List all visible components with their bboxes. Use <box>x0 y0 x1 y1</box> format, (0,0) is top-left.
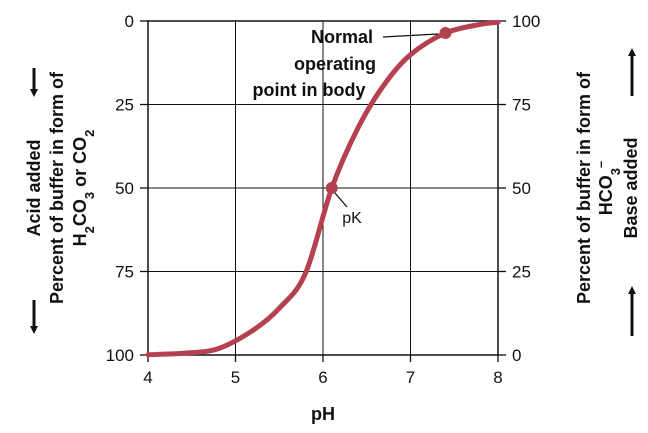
left-tick-label: 0 <box>125 12 134 31</box>
normal-label-line-3: point in body <box>253 80 366 100</box>
right-tick-label: 75 <box>512 96 531 115</box>
marker-layer <box>325 27 452 194</box>
left-tick-labels: 0 25 50 75 100 <box>106 12 148 365</box>
x-tick-label: 5 <box>231 368 240 387</box>
pk-annotation: pK <box>334 192 362 227</box>
x-axis-title: pH <box>311 404 335 424</box>
data-point-marker <box>439 27 452 40</box>
grid-lines <box>148 21 498 355</box>
right-tick-labels: 100 75 50 25 0 <box>498 12 540 365</box>
pk-leader-line <box>334 192 348 208</box>
x-tick-label: 8 <box>493 368 502 387</box>
right-direction-label: Base added <box>621 137 641 238</box>
right-axis-label-line-1: Percent of buffer in form of <box>574 71 594 304</box>
data-point-marker <box>325 182 338 194</box>
right-axis-label: Percent of buffer in form of <box>574 71 594 304</box>
left-axis-label-line-1: Percent of buffer in form of <box>47 71 67 304</box>
normal-label-line-1: Normal <box>311 27 373 47</box>
x-tick-label: 6 <box>318 368 327 387</box>
left-axis-label-line-2-group: H2CO3 or CO2 <box>70 130 97 247</box>
right-tick-label: 100 <box>512 12 540 31</box>
left-axis-label-line-2: H2CO3 or CO2 <box>70 130 97 247</box>
normal-point-annotation: Normal operating point in body <box>253 27 439 100</box>
right-axis-label-line-2: HCO3– <box>593 161 623 215</box>
right-direction-group: Base added <box>621 137 641 238</box>
x-tick-labels: 4 5 6 7 8 <box>143 355 503 387</box>
right-axis-label-line-2-group: HCO3– <box>593 161 623 215</box>
left-axis-label: Percent of buffer in form of <box>47 71 67 304</box>
left-direction-label: Acid added <box>24 139 44 236</box>
right-tick-label: 50 <box>512 179 531 198</box>
pk-label: pK <box>342 210 362 227</box>
left-tick-label: 25 <box>115 96 134 115</box>
right-tick-label: 0 <box>512 346 521 365</box>
normal-leader-line <box>382 33 439 38</box>
x-tick-label: 4 <box>143 368 152 387</box>
normal-label-line-2: operating <box>294 54 376 74</box>
right-tick-label: 25 <box>512 263 531 282</box>
left-tick-label: 75 <box>115 263 134 282</box>
left-axis-title: Acid added <box>24 139 44 236</box>
left-tick-label: 50 <box>115 179 134 198</box>
x-tick-label: 7 <box>406 368 415 387</box>
left-tick-label: 100 <box>106 346 134 365</box>
